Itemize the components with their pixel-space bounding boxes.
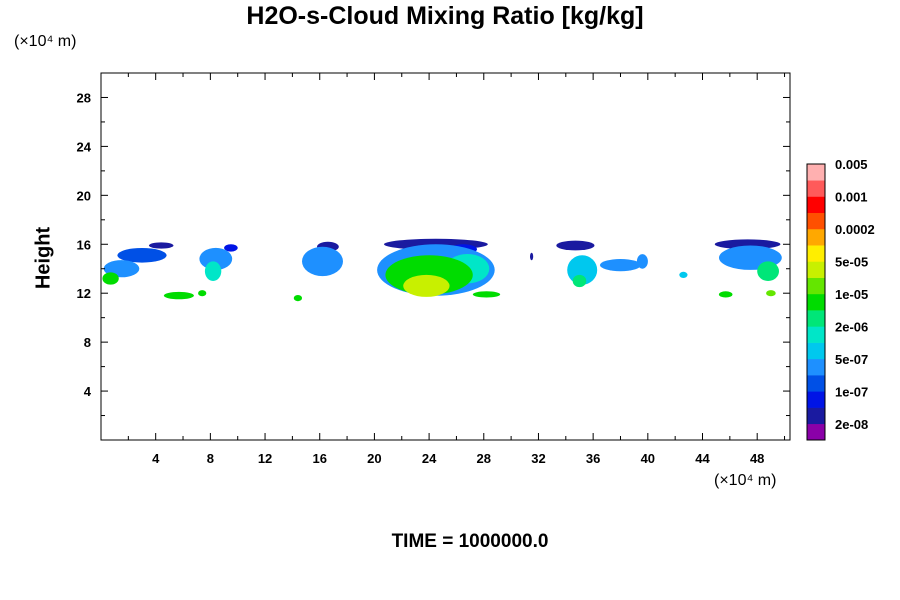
colorbar-label: 2e-06 — [835, 319, 868, 334]
cloud-patch-6 — [204, 261, 222, 282]
y-tick-label: 16 — [77, 237, 91, 252]
cloud-patch-4 — [163, 291, 194, 300]
colorbar-label: 1e-07 — [835, 384, 868, 399]
colorbar-swatch — [807, 391, 825, 408]
cloud-patch-14 — [403, 274, 450, 297]
colorbar-swatch — [807, 261, 825, 278]
time-footer: TIME = 1000000.0 — [0, 531, 900, 553]
cloud-patch-30 — [766, 290, 776, 297]
x-tick-label: 24 — [422, 451, 437, 466]
cloud-patch-17 — [472, 291, 501, 298]
y-tick-label: 12 — [77, 286, 91, 301]
x-tick-label: 44 — [695, 451, 710, 466]
colorbar-swatch — [807, 310, 825, 327]
colorbar-label: 5e-05 — [835, 254, 868, 269]
colorbar-swatch — [807, 277, 825, 295]
x-tick-label: 40 — [641, 451, 655, 466]
x-tick-label: 20 — [367, 451, 381, 466]
colorbar-swatch — [807, 245, 825, 262]
y-tick-label: 20 — [77, 188, 91, 203]
cloud-patch-20 — [556, 240, 595, 251]
y-tick-label: 8 — [84, 335, 91, 350]
colorbar-swatch — [807, 358, 825, 376]
y-tick-label: 28 — [77, 90, 91, 105]
cloud-patch-9 — [302, 246, 343, 277]
x-axis: 4 8 12 16 20 24 28 32 36 40 44 48 — [127, 73, 786, 466]
colorbar-frame — [806, 163, 826, 441]
cloud-patch-23 — [600, 259, 641, 272]
x-axis-unit: (×10⁴ m) — [714, 472, 777, 489]
cloud-patch-7 — [224, 244, 238, 252]
y-tick-label: 24 — [77, 139, 92, 154]
cloud-patch-28 — [757, 261, 779, 282]
colorbar-label: 2e-08 — [835, 417, 868, 432]
colorbar-swatch — [807, 293, 825, 311]
x-tick-label: 28 — [477, 451, 491, 466]
plot-frame — [100, 72, 791, 441]
cloud-patch-2 — [148, 242, 174, 249]
cloud-patch-11 — [293, 295, 302, 302]
colorbar-swatch — [807, 180, 825, 197]
cloud-patch-25 — [679, 271, 688, 278]
colorbar-swatch — [807, 407, 825, 425]
colorbar-label: 0.001 — [835, 190, 868, 205]
cloud-patch-24 — [636, 254, 648, 269]
colorbar-label: 0.0002 — [835, 222, 875, 237]
colorbar: 2e-08 1e-07 5e-07 2e-06 1e-05 5e-05 0.0002 0.00… — [806, 157, 875, 441]
x-tick-label: 48 — [750, 451, 764, 466]
cloud-patch-29 — [718, 291, 733, 298]
plot-area — [100, 72, 791, 441]
colorbar-label: 0.005 — [835, 157, 868, 172]
cloud-patch-22 — [572, 274, 587, 288]
x-tick-label: 12 — [258, 451, 272, 466]
cloud-patch-3 — [102, 272, 119, 285]
colorbar-swatch — [807, 375, 825, 392]
x-tick-label: 4 — [152, 451, 160, 466]
cloud-patch-8 — [198, 290, 207, 297]
colorbar-label: 1e-05 — [835, 287, 868, 302]
colorbar-swatch — [807, 228, 825, 246]
time-label: TIME = — [391, 531, 454, 552]
x-tick-label: 36 — [586, 451, 600, 466]
y-axis-unit: (×10⁴ m) — [14, 33, 77, 50]
colorbar-label: 5e-07 — [835, 352, 868, 367]
cloud-patch-1 — [117, 248, 167, 263]
x-tick-label: 8 — [207, 451, 214, 466]
colorbar-swatch — [807, 164, 825, 181]
colorbar-swatch — [807, 342, 825, 360]
colorbar-swatch — [807, 212, 825, 230]
x-tick-label: 32 — [531, 451, 545, 466]
colorbar-swatch — [807, 196, 825, 214]
chart-title: H2O-s-Cloud Mixing Ratio [kg/kg] — [246, 2, 644, 30]
time-value: 1000000.0 — [458, 531, 549, 552]
colorbar-swatch — [807, 326, 825, 343]
cloud-patch-19 — [530, 252, 534, 261]
x-tick-label: 16 — [312, 451, 326, 466]
y-tick-label: 4 — [84, 384, 92, 399]
colorbar-swatch — [807, 423, 825, 441]
y-axis: 4 8 12 16 20 24 28 — [77, 72, 790, 417]
